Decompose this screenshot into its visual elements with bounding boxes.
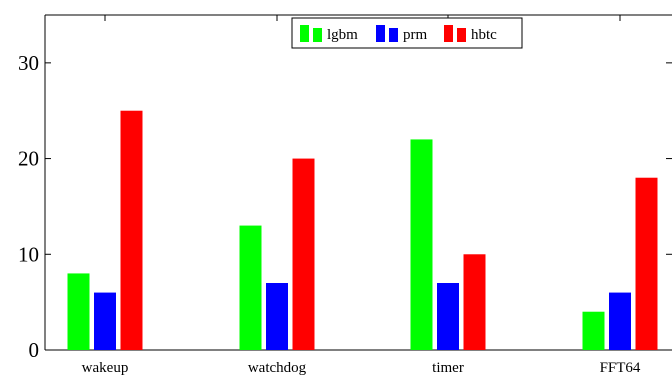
y-tick-label: 30 [18,51,39,75]
bar-lgbm-timer [410,139,433,350]
y-tick-label: 20 [18,147,39,171]
bar-hbtc-FFT64 [635,177,658,350]
legend-swatch-lgbm [313,28,322,42]
bar-prm-watchdog [266,283,288,350]
x-tick-label: watchdog [248,360,307,376]
legend-swatch-hbtc [444,25,453,42]
legend-swatch-hbtc [457,28,466,42]
bar-hbtc-timer [463,254,486,350]
legend-swatch-prm [376,25,385,42]
x-tick-label: timer [432,360,464,376]
bar-lgbm-wakeup [67,273,90,350]
legend-label-lgbm: lgbm [327,27,358,43]
legend-box [291,17,523,49]
bar-lgbm-watchdog [239,225,262,350]
bar-lgbm-FFT64 [582,311,605,350]
legend-swatch-lgbm [300,25,309,42]
legend: lgbm prm hbtc [291,17,523,49]
bar-prm-FFT64 [609,292,631,350]
bar-hbtc-watchdog [292,158,315,350]
bars [67,110,658,350]
y-tick-label: 10 [18,242,39,266]
legend-label-prm: prm [403,27,427,43]
legend-swatch-prm [389,28,398,42]
legend-label-hbtc: hbtc [471,27,497,43]
x-tick-label: FFT64 [600,360,641,376]
x-tick-label: wakeup [82,360,129,376]
bar-hbtc-wakeup [120,110,143,350]
axes: 0 10 20 30 wakeup watchdog timer FFT64 [18,14,672,376]
y-tick-label: 0 [29,338,40,362]
bar-prm-timer [437,283,459,350]
bar-prm-wakeup [94,292,116,350]
